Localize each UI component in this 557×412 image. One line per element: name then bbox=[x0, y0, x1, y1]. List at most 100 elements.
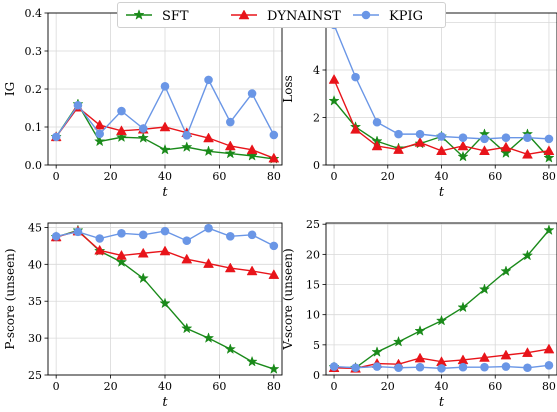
y-tick-label: 4 bbox=[313, 64, 320, 77]
y-tick-label: 35 bbox=[28, 295, 42, 308]
data-point bbox=[414, 136, 426, 147]
data-point bbox=[415, 362, 425, 372]
data-point bbox=[226, 231, 235, 241]
data-point bbox=[543, 145, 555, 155]
data-point bbox=[115, 131, 128, 143]
data-point bbox=[94, 119, 106, 130]
data-point bbox=[543, 343, 555, 354]
x-tick-label: 20 bbox=[104, 380, 118, 393]
data-point bbox=[480, 362, 489, 372]
data-point bbox=[269, 241, 279, 251]
y-axis-label: V-score (unseen) bbox=[281, 248, 295, 350]
data-point bbox=[501, 133, 511, 142]
data-point bbox=[437, 364, 446, 373]
data-point bbox=[202, 332, 215, 343]
data-point bbox=[544, 361, 554, 370]
data-point bbox=[160, 82, 170, 91]
data-point bbox=[94, 135, 106, 147]
data-point bbox=[137, 272, 149, 284]
data-point bbox=[457, 140, 469, 151]
x-tick-label: 40 bbox=[158, 170, 172, 183]
y-tick-label: 0.4 bbox=[25, 7, 43, 20]
data-point bbox=[160, 226, 170, 236]
data-point bbox=[543, 224, 555, 236]
data-point bbox=[436, 145, 447, 155]
x-tick-label: 60 bbox=[212, 170, 226, 183]
data-point bbox=[521, 249, 534, 261]
data-point bbox=[372, 117, 382, 127]
y-axis-label: P-score (unseen) bbox=[3, 248, 17, 349]
y-tick-label: 5 bbox=[313, 339, 320, 352]
x-tick-label: 40 bbox=[435, 170, 449, 183]
data-point bbox=[328, 73, 340, 84]
data-point bbox=[392, 335, 405, 347]
data-point bbox=[371, 140, 383, 151]
x-tick-label: 60 bbox=[212, 380, 226, 393]
data-point bbox=[224, 147, 236, 159]
data-point bbox=[116, 249, 127, 260]
series-dynainst bbox=[328, 73, 555, 159]
data-point bbox=[543, 151, 555, 163]
x-tick-label: 40 bbox=[158, 380, 172, 393]
x-tick-label: 60 bbox=[488, 380, 502, 393]
data-point bbox=[247, 230, 257, 240]
x-tick-label: 80 bbox=[267, 380, 281, 393]
data-point bbox=[478, 283, 491, 295]
legend-marker bbox=[361, 10, 371, 20]
y-tick-label: 2 bbox=[313, 112, 320, 125]
data-point bbox=[203, 132, 214, 143]
data-point bbox=[181, 322, 193, 334]
data-point bbox=[159, 121, 171, 132]
y-tick-label: 0.3 bbox=[25, 45, 43, 58]
subplot-2: 0204060800246tLoss bbox=[281, 12, 557, 200]
data-point bbox=[159, 245, 171, 256]
data-point bbox=[159, 143, 171, 155]
data-point bbox=[246, 265, 258, 276]
data-point bbox=[328, 94, 340, 106]
y-axis-label: IG bbox=[3, 82, 17, 96]
data-point bbox=[246, 144, 258, 155]
data-point bbox=[437, 132, 446, 141]
data-point bbox=[414, 352, 426, 363]
data-point bbox=[182, 131, 192, 140]
legend-label: KPIG bbox=[389, 9, 423, 24]
legend-item-dynainst: DYNAINST bbox=[231, 9, 341, 24]
data-point bbox=[138, 124, 148, 133]
data-point bbox=[116, 125, 127, 136]
data-point bbox=[501, 362, 511, 371]
x-tick-label: 0 bbox=[331, 170, 338, 183]
x-axis-label: t bbox=[439, 395, 445, 410]
data-point bbox=[435, 314, 448, 326]
series-kpig bbox=[51, 223, 279, 251]
x-tick-label: 0 bbox=[331, 380, 338, 393]
data-point bbox=[479, 145, 490, 155]
legend-marker bbox=[133, 9, 145, 20]
y-tick-label: 0.1 bbox=[25, 121, 43, 134]
data-point bbox=[414, 325, 426, 336]
data-point bbox=[246, 355, 258, 367]
x-tick-label: 20 bbox=[104, 170, 118, 183]
y-tick-label: 0 bbox=[313, 159, 320, 172]
legend-label: DYNAINST bbox=[267, 9, 341, 24]
y-tick-label: 0.0 bbox=[25, 159, 43, 172]
data-point bbox=[224, 262, 236, 273]
data-point bbox=[73, 101, 83, 110]
data-point bbox=[268, 363, 280, 374]
x-tick-label: 60 bbox=[488, 170, 502, 183]
data-point bbox=[159, 297, 171, 309]
y-axis-label: Loss bbox=[281, 75, 295, 103]
data-point bbox=[204, 75, 213, 85]
data-point bbox=[523, 363, 532, 373]
data-point bbox=[500, 349, 512, 360]
series-kpig bbox=[329, 361, 554, 373]
data-point bbox=[117, 106, 126, 116]
data-point bbox=[350, 123, 361, 134]
y-tick-label: 20 bbox=[306, 248, 320, 261]
data-point bbox=[94, 244, 106, 255]
x-axis-label: t bbox=[162, 395, 168, 410]
legend-item-sft: SFT bbox=[126, 9, 189, 24]
data-point bbox=[203, 258, 214, 268]
data-point bbox=[73, 227, 83, 237]
data-point bbox=[394, 363, 403, 373]
